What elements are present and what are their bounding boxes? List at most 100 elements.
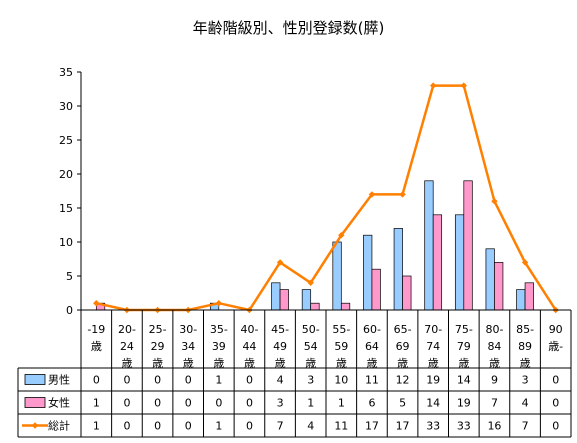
x-category-label: 歳	[244, 357, 255, 370]
table-value: 11	[334, 420, 348, 433]
table-value: 17	[396, 420, 410, 433]
x-category-label: 25-	[149, 323, 167, 336]
x-category-label: 歳	[336, 357, 347, 370]
table-value: 0	[215, 397, 222, 410]
x-category-label: 35-	[210, 323, 228, 336]
table-value: 16	[487, 420, 501, 433]
table-value: 12	[396, 374, 410, 387]
table-value: 11	[365, 374, 379, 387]
table-value: 14	[457, 374, 471, 387]
legend-label: 女性	[48, 396, 70, 410]
bar-male	[363, 234, 373, 311]
table-value: 10	[334, 374, 348, 387]
x-category-label: 50-	[302, 323, 320, 336]
table-value: 0	[123, 420, 130, 433]
bar-female	[402, 275, 412, 311]
table-value: 1	[93, 420, 100, 433]
legend-key-male	[24, 374, 46, 385]
x-category-label: 29	[151, 340, 165, 353]
line-point-total	[215, 300, 223, 307]
bar-female	[432, 214, 443, 311]
line-point-total	[368, 191, 376, 198]
bar-female	[524, 282, 534, 311]
x-category-label: 79	[457, 340, 471, 353]
x-category-label: -19	[87, 323, 105, 336]
y-tick-label: 20	[59, 168, 73, 181]
table-value: 19	[457, 397, 471, 410]
bar-male	[424, 180, 434, 311]
x-category-label: 歳	[520, 357, 531, 370]
table-value: 7	[491, 397, 498, 410]
table-value: 14	[426, 397, 440, 410]
table-value: 0	[185, 397, 192, 410]
x-category-label: 歳	[213, 357, 224, 370]
y-tick-label: 15	[59, 202, 73, 215]
bar-female	[340, 302, 351, 311]
table-value: 1	[93, 397, 100, 410]
table-value: 4	[522, 397, 529, 410]
x-category-label: 歳	[428, 357, 439, 370]
line-point-total	[276, 259, 284, 266]
bar-male	[485, 248, 495, 311]
x-category-label: 55-	[332, 323, 350, 336]
x-category-label: 54	[304, 340, 318, 353]
x-category-label: 74	[426, 340, 440, 353]
x-category-label: 70-	[424, 323, 442, 336]
table-value: 0	[185, 420, 192, 433]
x-category-label: 75-	[455, 323, 473, 336]
bar-male	[271, 282, 281, 311]
table-value: 0	[93, 374, 100, 387]
table-value: 0	[552, 397, 559, 410]
y-tick-label: 0	[66, 304, 73, 317]
x-category-label: 歳	[152, 357, 163, 370]
x-category-label: 歳	[489, 357, 500, 370]
y-tick-label: 10	[59, 236, 73, 249]
x-category-label: 歳	[183, 357, 194, 370]
line-point-total	[307, 279, 314, 286]
table-value: 3	[277, 397, 284, 410]
bar-male	[454, 214, 465, 311]
x-category-label: 49	[273, 340, 287, 353]
bar-female	[463, 180, 473, 311]
table-value: 0	[246, 397, 253, 410]
table-value: 33	[426, 420, 440, 433]
bar-male	[301, 289, 312, 311]
table-value: 7	[277, 420, 284, 433]
x-category-label: 24	[120, 340, 134, 353]
table-value: 1	[307, 397, 314, 410]
table-value: 9	[491, 374, 498, 387]
x-category-label: 59	[334, 340, 348, 353]
table-value: 17	[365, 420, 379, 433]
table-value: 0	[552, 374, 559, 387]
legend-key-female	[24, 397, 46, 408]
table-value: 4	[277, 374, 284, 387]
x-category-label: 85-	[516, 323, 534, 336]
x-category-label: 69	[396, 340, 410, 353]
x-category-label: 歳-	[548, 340, 563, 353]
legend-label: 総計	[48, 419, 70, 433]
table-value: 0	[552, 420, 559, 433]
bar-female	[279, 289, 289, 311]
x-category-label: 44	[242, 340, 256, 353]
line-point-total	[399, 191, 406, 198]
table-value: 0	[185, 374, 192, 387]
table-value: 7	[522, 420, 529, 433]
y-tick-label: 35	[59, 66, 73, 79]
bar-female	[310, 302, 320, 311]
legend-key-total-marker	[31, 422, 39, 429]
table-value: 0	[246, 420, 253, 433]
x-category-label: 30-	[179, 323, 197, 336]
x-category-label: 64	[365, 340, 379, 353]
y-tick-label: 30	[59, 100, 73, 113]
table-value: 0	[154, 374, 161, 387]
table-value: 1	[338, 397, 345, 410]
x-category-label: 80-	[485, 323, 503, 336]
table-value: 1	[215, 420, 222, 433]
line-point-total	[429, 82, 437, 89]
x-category-label: 39	[212, 340, 226, 353]
x-category-label: 40-	[240, 323, 258, 336]
table-value: 3	[307, 374, 314, 387]
x-category-label: 歳	[121, 357, 132, 370]
bar-male	[332, 241, 342, 311]
